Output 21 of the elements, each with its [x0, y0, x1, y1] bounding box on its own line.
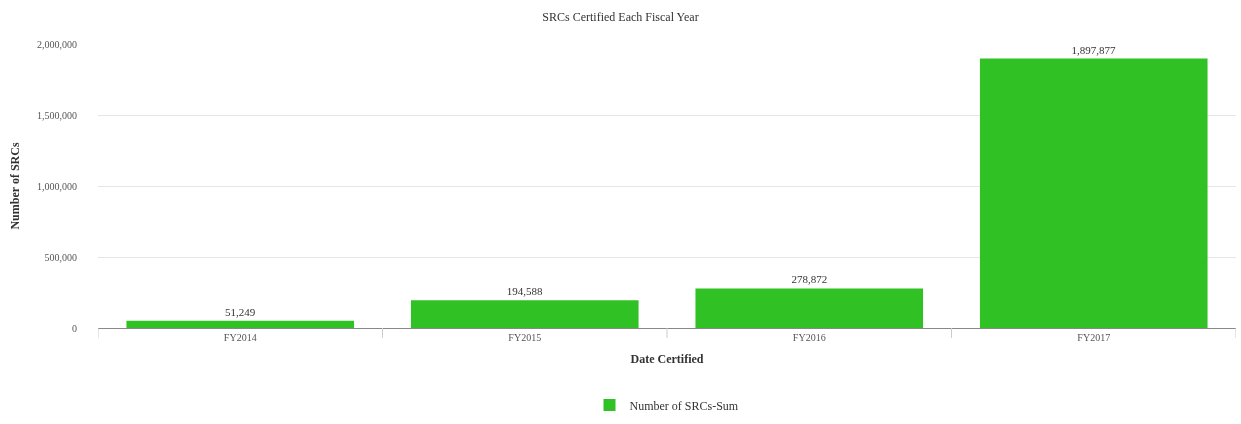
bar — [410, 300, 639, 328]
x-tick-label: FY2016 — [792, 332, 826, 343]
data-label: 1,897,877 — [1071, 43, 1116, 56]
y-tick-label: 0 — [72, 322, 77, 334]
y-tick-label: 2,000,000 — [37, 38, 77, 50]
data-label: 194,588 — [506, 285, 543, 298]
legend-label: Number of SRCs-Sum — [629, 398, 739, 413]
data-label: 278,872 — [791, 273, 828, 286]
y-tick-label: 500,000 — [44, 251, 77, 263]
x-tick-label: FY2017 — [1077, 332, 1111, 343]
bar — [126, 320, 355, 328]
x-tick-label: FY2015 — [508, 332, 542, 343]
data-label: 51,249 — [224, 305, 256, 318]
bar — [979, 58, 1208, 328]
y-axis-title: Number of SRCs — [8, 142, 23, 230]
chart-title: SRCs Certified Each Fiscal Year — [542, 10, 699, 25]
x-axis-title: Date Certified — [630, 351, 704, 366]
bar — [695, 288, 924, 328]
y-tick-label: 1,000,000 — [37, 180, 77, 192]
y-tick-label: 1,500,000 — [37, 109, 77, 121]
x-tick-label: FY2014 — [223, 332, 257, 343]
